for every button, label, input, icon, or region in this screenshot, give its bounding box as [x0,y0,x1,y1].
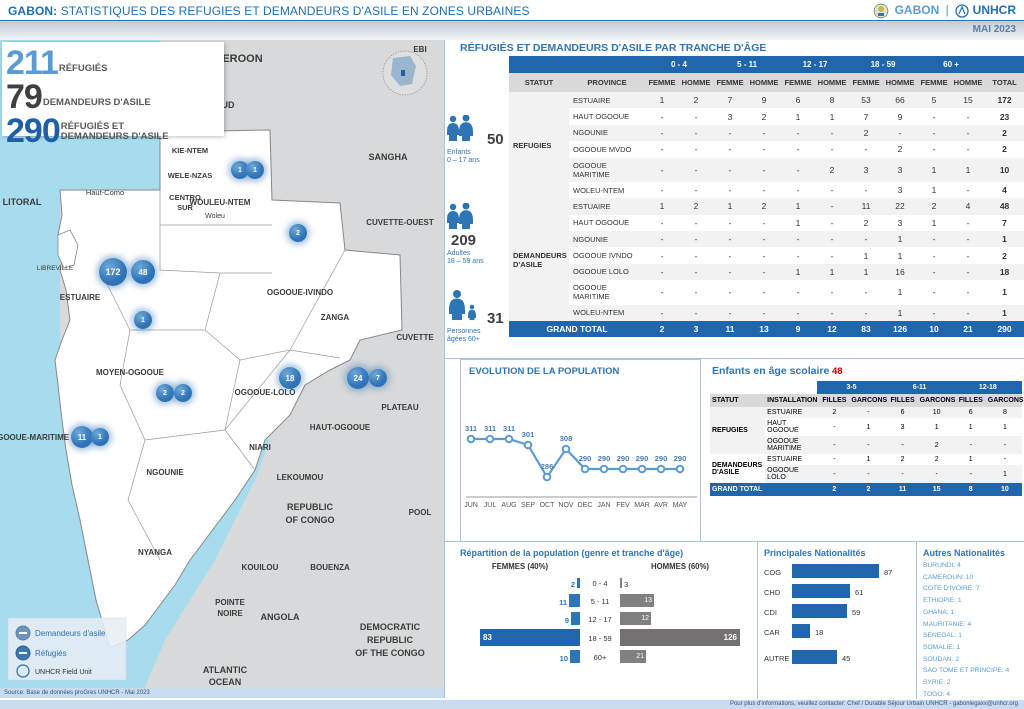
svg-text:290: 290 [598,454,611,463]
svg-text:311: 311 [465,424,477,433]
svg-text:WELE-NZAS: WELE-NZAS [168,171,213,180]
svg-text:290: 290 [655,454,668,463]
svg-text:FEV: FEV [616,502,630,509]
svg-text:SEP: SEP [521,502,535,509]
svg-text:OCT: OCT [540,502,556,509]
svg-text:290: 290 [579,454,592,463]
svg-text:311: 311 [484,424,496,433]
svg-text:SANGHA: SANGHA [368,152,408,162]
svg-text:Demandeurs d'asile: Demandeurs d'asile [35,629,106,638]
svg-text:MAR: MAR [634,502,650,509]
svg-text:LIBREVILLE: LIBREVILLE [37,265,74,272]
svg-text:REPUBLIC: REPUBLIC [367,635,414,645]
svg-text:JAN: JAN [597,502,610,509]
svg-text:NOV: NOV [558,502,574,509]
svg-text:UNHCR Field Unit: UNHCR Field Unit [35,669,92,676]
svg-text:290: 290 [636,454,649,463]
svg-text:MAY: MAY [673,502,688,509]
svg-text:NYANGA: NYANGA [138,548,172,557]
svg-text:HAUT-OGOOUE: HAUT-OGOOUE [310,423,371,432]
svg-text:JUL: JUL [484,502,497,509]
svg-text:290: 290 [617,454,630,463]
svg-text:OCEAN: OCEAN [209,677,242,687]
svg-text:POOL: POOL [409,508,432,517]
svg-text:LEKOUMOU: LEKOUMOU [277,473,324,482]
svg-text:ESTUAIRE: ESTUAIRE [60,293,101,302]
svg-text:OF CONGO: OF CONGO [286,515,335,525]
svg-text:OGOOUE-LOLO: OGOOUE-LOLO [235,388,296,397]
svg-text:LITORAL: LITORAL [3,197,42,207]
svg-text:KOUILOU: KOUILOU [242,563,279,572]
svg-text:DEMOCRATIC: DEMOCRATIC [360,622,421,632]
svg-text:DEC: DEC [578,502,593,509]
svg-text:Woleu: Woleu [205,213,225,220]
svg-text:AVR: AVR [654,502,668,509]
svg-text:REPUBLIC: REPUBLIC [287,502,334,512]
svg-text:ATLANTIC: ATLANTIC [203,665,248,675]
svg-text:MOYEN-OGOOUE: MOYEN-OGOOUE [96,368,165,377]
svg-text:BOUENZA: BOUENZA [310,563,350,572]
svg-text:PLATEAU: PLATEAU [381,403,418,412]
svg-text:POINTE: POINTE [215,598,245,607]
svg-text:ANGOLA: ANGOLA [261,612,300,622]
svg-text:OGOOUE-MARITIME: OGOOUE-MARITIME [0,433,70,442]
svg-text:CUVETTE-OUEST: CUVETTE-OUEST [366,218,434,227]
svg-text:OF THE CONGO: OF THE CONGO [355,648,425,658]
svg-text:Réfugiés: Réfugiés [35,649,67,658]
svg-text:ZANGA: ZANGA [321,313,350,322]
svg-text:NOIRE: NOIRE [217,609,243,618]
svg-text:290: 290 [674,454,687,463]
svg-text:EBI: EBI [413,45,426,54]
svg-text:WOULEU-NTEM: WOULEU-NTEM [190,198,251,207]
svg-text:Haut-Como: Haut-Como [86,188,124,197]
svg-text:301: 301 [522,430,535,439]
svg-text:AUG: AUG [501,502,516,509]
svg-text:JUN: JUN [464,502,478,509]
svg-text:NGOUNIE: NGOUNIE [146,468,184,477]
svg-text:CUVETTE: CUVETTE [396,333,434,342]
svg-text:NIARI: NIARI [249,443,271,452]
svg-text:308: 308 [560,434,573,443]
svg-text:OGOOUE-IVINDO: OGOOUE-IVINDO [267,288,333,297]
svg-text:286: 286 [541,462,554,471]
svg-text:311: 311 [503,424,515,433]
